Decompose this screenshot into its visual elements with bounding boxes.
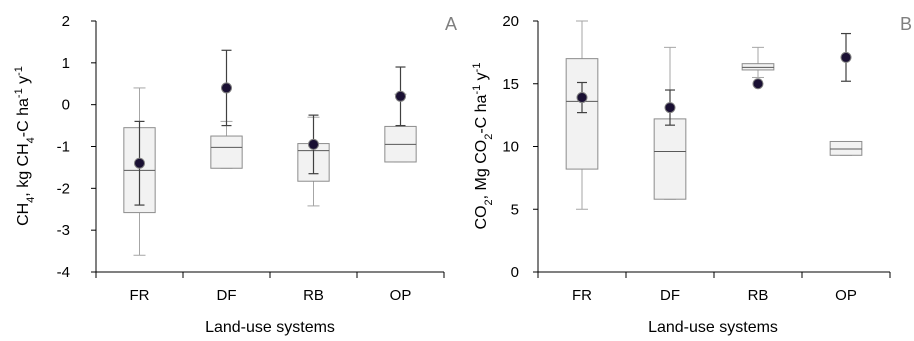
y-tick-label: 0: [62, 97, 70, 114]
whiskers-b: [576, 20, 852, 210]
x-category-label: DF: [660, 287, 680, 304]
ylabel-b-sup: -1: [471, 85, 483, 95]
box-df: [653, 118, 687, 200]
ylabel-a-sub: 4: [25, 137, 37, 143]
category-labels-a: FR DF RB OP: [95, 272, 445, 304]
y-axis-title-a: CH4, kg CH4-C ha-1 y-1: [13, 66, 37, 226]
y-tick-label: 10: [502, 139, 519, 156]
ylabel-a-part: CH: [15, 203, 32, 226]
x-axis-title-a: Land-use systems: [205, 319, 335, 336]
boxes-a: [123, 125, 417, 214]
ylabel-b-sup: -1: [471, 63, 483, 73]
panel-label-a: A: [445, 14, 457, 34]
y-tick-label: -3: [57, 222, 70, 239]
mean-point-df: [664, 102, 676, 114]
error-bars-a: [134, 49, 406, 206]
y-tick-label: 1: [62, 55, 70, 72]
mean-point-fr: [576, 92, 588, 104]
ylabel-a-sup: -1: [13, 66, 25, 76]
ylabel-b-part: -C ha: [473, 94, 490, 133]
whiskers-a: [133, 87, 407, 256]
ylabel-a-sub: 4: [25, 197, 37, 203]
ylabel-b-part: y: [473, 72, 490, 84]
ylabel-b-part: CO: [473, 205, 490, 229]
y-tick-label: -2: [57, 180, 70, 197]
y-ticks-a: 2 1 0 -1 -2 -3 -4: [57, 13, 96, 281]
x-category-label: RB: [748, 287, 769, 304]
box-fr: [565, 58, 599, 170]
y-tick-label: 15: [502, 76, 519, 93]
mean-points-b: [576, 51, 852, 114]
y-ticks-b: 20 15 10 5 0: [502, 13, 538, 281]
ylabel-b-part: , Mg CO: [473, 140, 490, 200]
x-category-label: OP: [835, 287, 857, 304]
y-tick-label: 0: [511, 264, 519, 281]
box-op: [829, 140, 863, 156]
x-category-label: OP: [390, 287, 412, 304]
x-category-label: DF: [217, 287, 237, 304]
box-df: [210, 135, 243, 169]
mean-point-df: [221, 82, 232, 94]
mean-point-rb: [752, 78, 764, 90]
y-axis-title-b: CO2, Mg CO2-C ha-1 y-1: [471, 63, 495, 230]
x-category-label: RB: [303, 287, 324, 304]
panel-label-b: B: [900, 14, 912, 34]
y-tick-label: 5: [511, 201, 519, 218]
mean-point-fr: [134, 157, 145, 169]
y-tick-label: -1: [57, 139, 70, 156]
y-tick-label: 20: [502, 13, 519, 30]
ylabel-a-part: -C ha: [15, 98, 32, 137]
ylabel-b-sub: 2: [483, 199, 495, 205]
x-axis-title-b: Land-use systems: [648, 319, 778, 336]
error-bars-b: [577, 32, 851, 126]
mean-point-rb: [308, 138, 319, 150]
ylabel-a-part: y: [15, 76, 32, 88]
panel-a: 210-1-2-3-4 FR DF RB OP A Land-use systems …: [13, 13, 457, 336]
boxes-b: [565, 58, 863, 200]
y-tick-label: -4: [57, 264, 70, 281]
box-rb: [741, 63, 775, 71]
ylabel-b-sub: 2: [483, 134, 495, 140]
ylabel-a-sup: -1: [13, 88, 25, 98]
y-tick-label: 2: [62, 13, 70, 30]
mean-point-op: [840, 51, 852, 63]
mean-points-a: [134, 82, 406, 169]
mean-point-op: [395, 90, 406, 102]
x-category-label: FR: [572, 287, 592, 304]
category-labels-b: FR DF RB OP: [537, 272, 891, 304]
x-category-label: FR: [130, 287, 150, 304]
ylabel-a-part: , kg CH: [15, 143, 32, 196]
